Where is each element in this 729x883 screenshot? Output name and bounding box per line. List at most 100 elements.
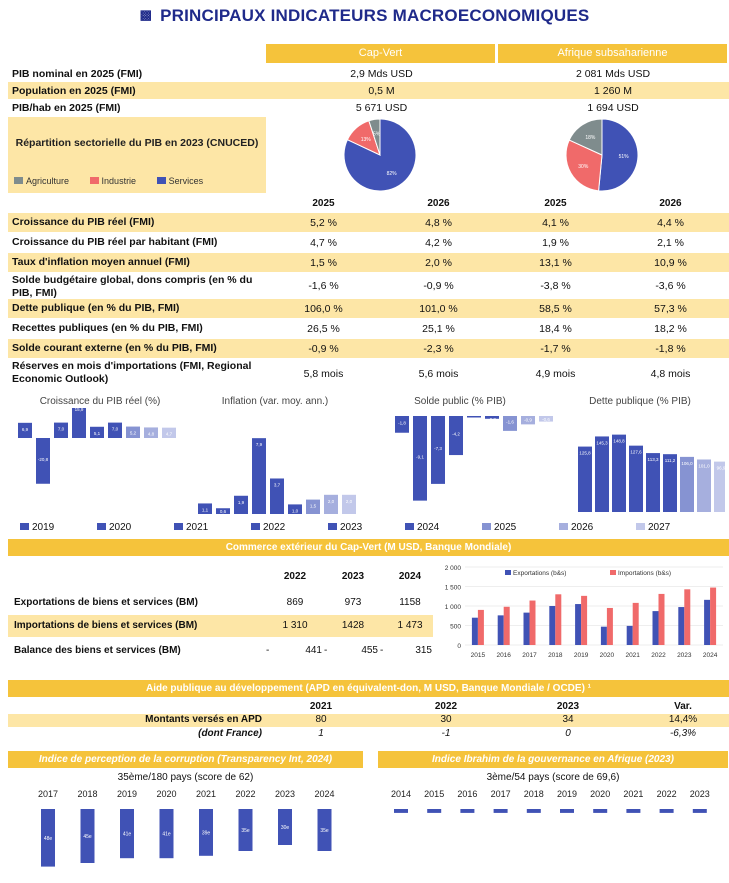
bar-label: -4,2 [452,432,460,437]
page-title: ▩ PRINCIPAUX INDICATEURS MACROECONOMIQUES [139,6,590,25]
chart-bar [72,408,86,438]
pie-section-box: Répartition sectorielle du PIB en 2023 (… [8,117,266,193]
indicator-label: Réserves en mois d'importations (FMI, Re… [12,360,252,385]
table-row: Croissance du PIB réel par habitant (FMI… [8,233,729,252]
y-tick-label: 1 500 [445,585,462,592]
legend-item: 2021 [174,522,208,533]
cpi-bar [120,809,134,859]
pie-chart-cap-vert: 82% 13%5% [343,118,417,192]
indicator-label: Solde courant externe (en % du PIB, FMI) [12,342,217,354]
export-bar [575,604,582,645]
indicator-value: -2,3 % [423,343,454,355]
bar-label: 2,0 [328,499,335,504]
bar-label: 96,9 [717,466,725,471]
indicator-label: Croissance du PIB réel (FMI) [12,216,155,228]
chart-bar [234,495,248,514]
legend-services-swatch [156,177,166,184]
indicator-value: -1,7 % [540,343,571,355]
indicator-value: 1,5 % [310,257,337,269]
cpi-year-label: 2024 [314,789,334,799]
chart-bar [162,427,176,438]
pie-slice-label: 5% [373,132,381,138]
chart-bar [663,454,677,512]
y-tick-label: 1 000 [445,604,462,611]
cpi-year-label: 2020 [156,789,176,799]
iiag-bar [560,809,574,813]
chart-bar [144,427,158,438]
bar-label: -7,3 [434,446,442,451]
y-tick-label: 2 000 [445,565,462,572]
bar-label: 1,0 [292,508,299,513]
mini-charts-legend: 2019 2020 2021 2022 2023 2024 2025 2026 2027 [20,522,720,536]
table-row: Exportations de biens et services (BM) 8… [14,597,421,608]
import-bar [606,607,613,645]
legend-import-label: Importations (b&s) [618,570,671,577]
legend-label: 2021 [186,522,209,533]
x-tick-label: 2018 [548,652,563,659]
chart-logo-icon: ▩ [139,7,153,22]
x-tick-label: 2021 [625,652,640,659]
legend-item: 2020 [97,522,131,533]
years-header: 2025 2026 2025 2026 [312,198,682,209]
chart-bar [395,416,409,433]
chart-croissance: 6,9 -20,8 7,0 15,9 5,1 7,0 5,2 4,8 4,7 [18,408,176,484]
legend-item: 2026 [559,522,593,533]
chart-bar [539,416,553,422]
pie-slice-label: 82% [387,171,398,177]
x-tick-label: 2020 [600,652,615,659]
chart-title-croissance: Croissance du PIB réel (%) [39,396,161,407]
cpi-subtitle: 35ème/180 pays (score de 62) [117,772,254,783]
table-row: (dont France) 1 -1 0 -6,3% [198,728,697,739]
chart-bar [612,434,626,512]
table-row: Population en 2025 (FMI) 0,5 M 1 260 M [8,82,729,99]
iiag-bar [593,809,608,813]
bar-label: 148,8 [613,439,625,444]
legend-label: 2023 [340,522,363,533]
bar-label: 113,3 [648,457,659,462]
chart-bar [697,459,711,512]
cpi-year-label: 2023 [275,789,295,799]
iiag-banner: Indice Ibrahim de la gouvernance en Afri… [378,751,728,768]
chart-bar [216,508,230,514]
table-row: Réserves en mois d'importations (FMI, Re… [8,359,729,388]
cpi-bar [199,809,213,856]
export-bar [497,615,504,645]
indicator-value: 18,2 % [654,323,687,335]
iiag-year-label: 2022 [657,789,677,799]
bar-label: -0,1 [470,417,478,422]
cpi-bar-label: 35e [320,828,329,834]
chart-title-inflation: Inflation (var. moy. ann.) [221,396,329,407]
indicator-value: -0,9 % [423,280,454,292]
iiag-year-label: 2020 [590,789,610,799]
indicator-value: -1,6 % [308,280,339,292]
bar-label: 1,5 [310,504,317,509]
chart-bar [54,422,68,438]
legend-label: 2022 [263,522,286,533]
indicator-value: 58,5 % [539,303,572,315]
cpi-bar-label: 41e [162,832,171,838]
legend-swatch [174,523,183,530]
bar-label: 6,9 [22,427,29,432]
chart-bar [18,422,32,438]
table-row: Solde budgétaire global, dons compris (e… [8,273,729,299]
iiag-year-label: 2017 [491,789,511,799]
table-row: Taux d'inflation moyen annuel (FMI) 1,5 %… [8,253,729,272]
indicator-value: 4,7 % [310,237,337,249]
indicator-label: Croissance du PIB réel par habitant (FMI… [12,236,218,248]
indicator-label: Taux d'inflation moyen annuel (FMI) [12,256,190,268]
pie-legend: Agriculture Industrie Services [14,176,203,186]
indicator-value: 5,2 % [310,217,337,229]
pie-slice-agriculture [568,118,603,156]
legend-swatch [482,523,491,530]
chart-title-dette: Dette publique (% PIB) [589,396,691,407]
table-row: PIB nominal en 2025 (FMI) 2,9 Mds USD 2 … [12,67,651,80]
chart-bar [431,416,445,484]
chart-bar [449,416,463,456]
x-tick-label: 2017 [522,652,537,659]
iiag-bar [427,809,442,813]
legend-label: 2025 [494,522,517,533]
cpi-year-label: 2019 [117,789,137,799]
table-row: Montants versés en APD 80 30 34 14,4% [8,714,729,727]
cpi-bar-label: 30e [281,825,290,831]
pie-chart-afrique: 51% 30% 18% [565,118,639,192]
